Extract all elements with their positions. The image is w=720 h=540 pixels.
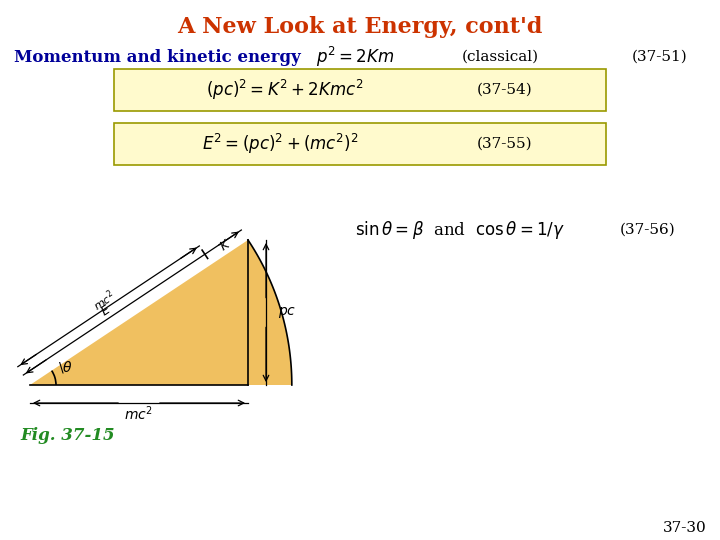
Text: (37-51): (37-51) — [632, 50, 688, 64]
Text: $K$: $K$ — [217, 237, 233, 254]
Text: $E$: $E$ — [99, 302, 114, 319]
Text: (classical): (classical) — [462, 50, 539, 64]
Text: (37-55): (37-55) — [477, 137, 533, 151]
Text: $\sin\theta = \beta$  and  $\cos\theta = 1/\gamma$: $\sin\theta = \beta$ and $\cos\theta = 1… — [355, 219, 565, 241]
Text: A New Look at Energy, cont'd: A New Look at Energy, cont'd — [177, 16, 543, 38]
Text: $\left(pc\right)^2 = K^2 + 2Kmc^2$: $\left(pc\right)^2 = K^2 + 2Kmc^2$ — [206, 78, 364, 102]
Text: (37-54): (37-54) — [477, 83, 533, 97]
Text: Fig. 37-15: Fig. 37-15 — [20, 427, 114, 443]
Text: Momentum and kinetic energy: Momentum and kinetic energy — [14, 49, 301, 65]
Text: 37-30: 37-30 — [663, 521, 707, 535]
Text: $p^2 = 2Km$: $p^2 = 2Km$ — [316, 45, 394, 69]
Text: $E^2 = \left(pc\right)^2 + \left(mc^2\right)^2$: $E^2 = \left(pc\right)^2 + \left(mc^2\ri… — [202, 132, 359, 156]
Text: $mc^2$: $mc^2$ — [90, 287, 119, 314]
FancyBboxPatch shape — [114, 69, 606, 111]
Text: $pc$: $pc$ — [278, 305, 297, 320]
Text: $\backslash\theta$: $\backslash\theta$ — [58, 359, 73, 375]
Wedge shape — [30, 240, 292, 385]
Text: (37-56): (37-56) — [620, 223, 676, 237]
Text: $mc^2$: $mc^2$ — [125, 404, 153, 423]
FancyBboxPatch shape — [114, 123, 606, 165]
